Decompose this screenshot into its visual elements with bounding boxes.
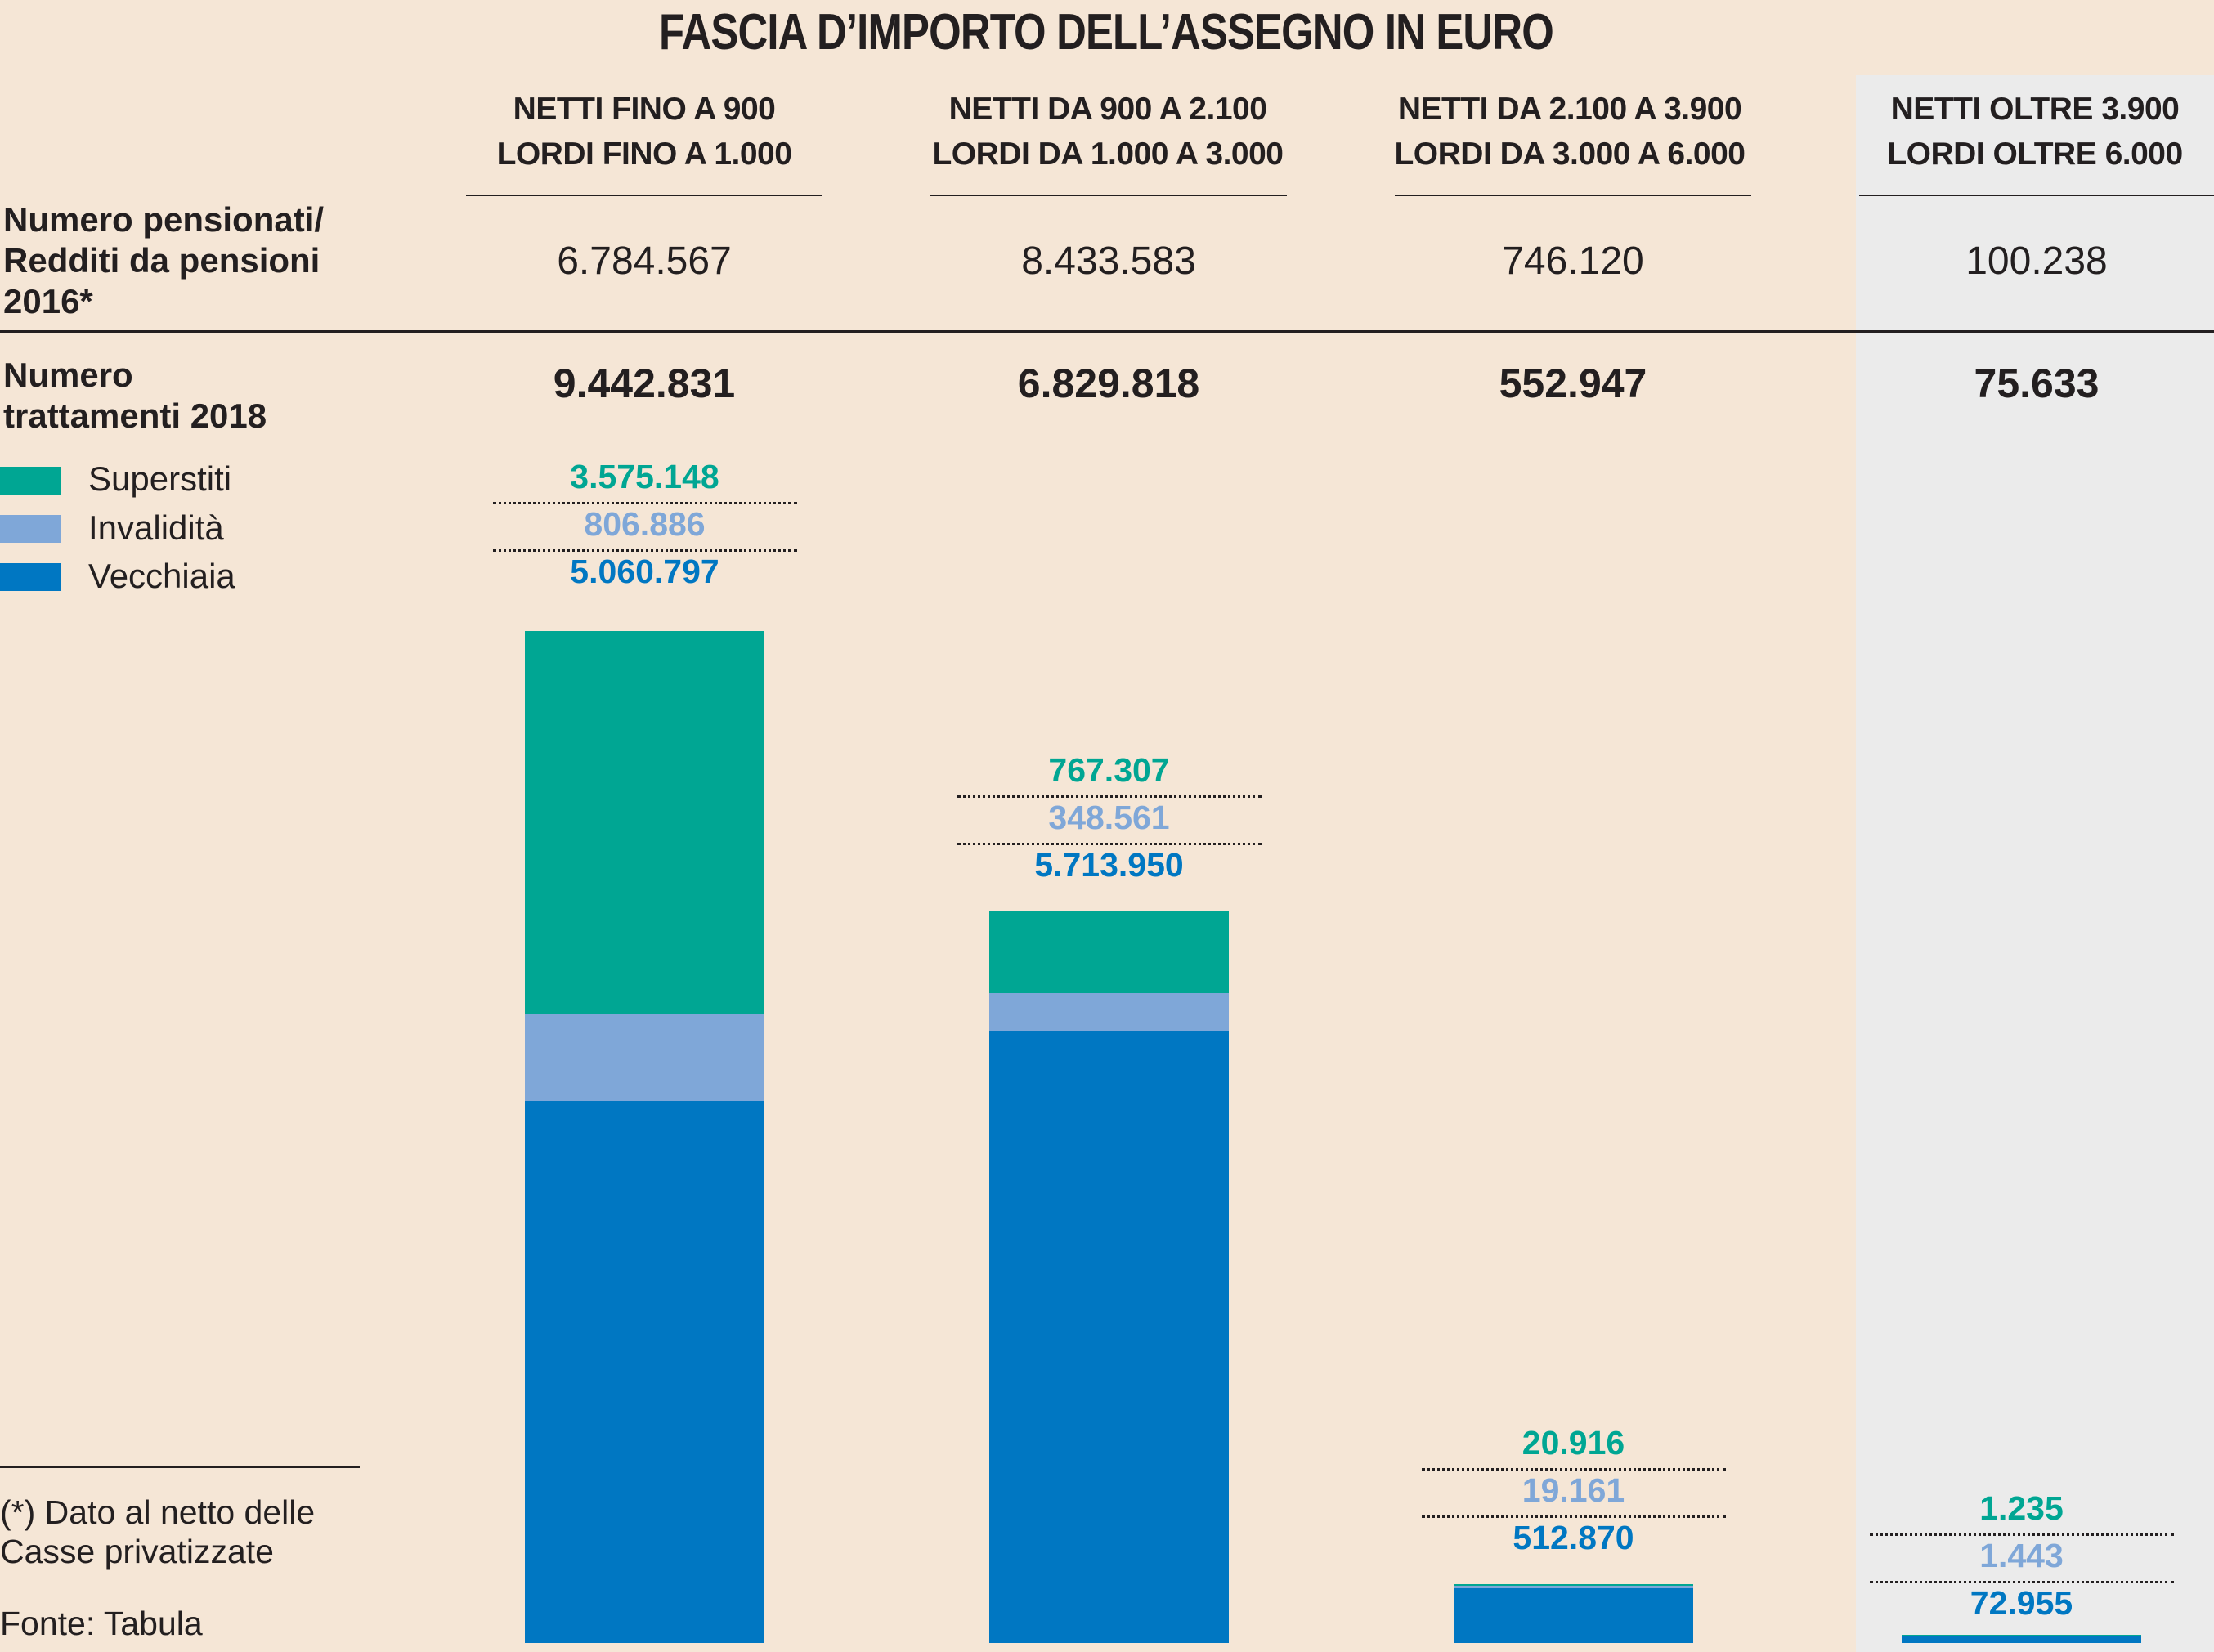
trattamenti-value-4: 75.633 xyxy=(1974,360,2100,406)
dotted-separator-1-1 xyxy=(492,502,797,504)
bar-vecchiaia-2 xyxy=(989,1030,1229,1643)
legend-invalidita-icon xyxy=(0,515,61,543)
col-header-4-line2: LORDI OLTRE 6.000 xyxy=(1887,137,2183,172)
dotted-separator-2-2 xyxy=(957,842,1262,845)
col-header-2: NETTI DA 900 A 2.100 LORDI DA 1.000 A 3.… xyxy=(908,87,1308,177)
dotted-separator-1-2 xyxy=(492,549,797,552)
bar-invalidita-1 xyxy=(525,1014,764,1101)
col-header-3: NETTI DA 2.100 A 3.900 LORDI DA 3.000 A … xyxy=(1365,87,1774,177)
legend-vecchiaia-icon xyxy=(0,563,61,591)
value-label-invalidita-1: 806.886 xyxy=(584,505,706,543)
bar-superstiti-3 xyxy=(1454,1583,1693,1587)
trattamenti-label: Numero trattamenti 2018 xyxy=(3,355,267,437)
dotted-separator-4-2 xyxy=(1869,1581,2174,1583)
pensionati-value-3: 746.120 xyxy=(1502,240,1644,283)
value-label-vecchiaia-4: 72.955 xyxy=(1970,1584,2073,1622)
pensionati-label-line3: 2016* xyxy=(3,282,93,320)
pensionati-label-line2: Redditi da pensioni xyxy=(3,241,320,280)
value-label-invalidita-2: 348.561 xyxy=(1048,798,1170,836)
footnote-rule xyxy=(0,1466,360,1468)
legend-invalidita-label: Invalidità xyxy=(88,508,224,547)
col-rule-3 xyxy=(1395,195,1751,196)
bar-invalidita-2 xyxy=(989,993,1229,1031)
dotted-separator-4-1 xyxy=(1869,1533,2174,1536)
bar-vecchiaia-3 xyxy=(1454,1587,1693,1643)
legend-vecchiaia-label: Vecchiaia xyxy=(88,557,235,595)
value-label-vecchiaia-3: 512.870 xyxy=(1513,1518,1634,1556)
footnote-line1: (*) Dato al netto delle xyxy=(0,1493,316,1531)
col-rule-1 xyxy=(466,195,822,196)
col-rule-2 xyxy=(930,195,1287,196)
value-label-superstiti-1: 3.575.148 xyxy=(570,458,719,495)
source: Fonte: Tabula xyxy=(0,1605,203,1642)
value-label-invalidita-3: 19.161 xyxy=(1522,1471,1625,1509)
col-header-1-line1: NETTI FINO A 900 xyxy=(513,92,776,127)
trattamenti-value-1: 9.442.831 xyxy=(553,360,736,406)
bar-vecchiaia-1 xyxy=(525,1100,764,1643)
bar-vecchiaia-4 xyxy=(1902,1635,2141,1643)
col-header-2-line2: LORDI DA 1.000 A 3.000 xyxy=(932,137,1284,172)
col-header-1: NETTI FINO A 900 LORDI FINO A 1.000 xyxy=(466,87,822,177)
pensionati-value-4: 100.238 xyxy=(1965,240,2108,283)
value-label-invalidita-4: 1.443 xyxy=(1979,1537,2064,1574)
pensionati-label: Numero pensionati/ Redditi da pensioni 2… xyxy=(3,199,324,322)
col-header-4-line1: NETTI OLTRE 3.900 xyxy=(1890,92,2180,127)
col-header-2-line1: NETTI DA 900 A 2.100 xyxy=(948,92,1267,127)
value-label-vecchiaia-2: 5.713.950 xyxy=(1034,845,1184,884)
col-header-4: NETTI OLTRE 3.900 LORDI OLTRE 6.000 xyxy=(1856,87,2214,177)
legend-superstiti-icon xyxy=(0,467,61,495)
col-header-3-line1: NETTI DA 2.100 A 3.900 xyxy=(1397,92,1742,127)
chart-title: FASCIA D’IMPORTO DELL’ASSEGNO IN EURO xyxy=(659,4,1554,60)
highlight-panel xyxy=(1856,75,2214,1652)
legend-superstiti-label: Superstiti xyxy=(88,459,232,498)
bar-superstiti-1 xyxy=(525,631,764,1014)
pensionati-value-2: 8.433.583 xyxy=(1021,240,1196,283)
value-label-superstiti-3: 20.916 xyxy=(1522,1423,1625,1462)
trattamenti-value-3: 552.947 xyxy=(1499,360,1647,406)
col-header-1-line2: LORDI FINO A 1.000 xyxy=(496,137,792,172)
bar-superstiti-2 xyxy=(989,911,1229,994)
value-label-superstiti-4: 1.235 xyxy=(1979,1489,2064,1527)
pensionati-label-line1: Numero pensionati/ xyxy=(3,200,325,239)
footnote-line2: Casse privatizzate xyxy=(0,1533,274,1570)
col-rule-4 xyxy=(1859,195,2214,196)
footnote: (*) Dato al netto delle Casse privatizza… xyxy=(0,1493,315,1571)
pensionati-value-1: 6.784.567 xyxy=(557,240,732,283)
dotted-separator-3-1 xyxy=(1421,1467,1726,1471)
dotted-separator-3-2 xyxy=(1421,1515,1726,1518)
trattamenti-label-line2: trattamenti 2018 xyxy=(3,396,267,435)
dotted-separator-2-1 xyxy=(957,795,1262,798)
value-label-superstiti-2: 767.307 xyxy=(1048,750,1170,789)
trattamenti-label-line1: Numero xyxy=(3,356,133,394)
trattamenti-value-2: 6.829.818 xyxy=(1017,360,1200,406)
section-divider xyxy=(0,330,2214,333)
col-header-3-line2: LORDI DA 3.000 A 6.000 xyxy=(1394,137,1746,172)
bar-invalidita-3 xyxy=(1454,1586,1693,1588)
value-label-vecchiaia-1: 5.060.797 xyxy=(570,553,719,590)
